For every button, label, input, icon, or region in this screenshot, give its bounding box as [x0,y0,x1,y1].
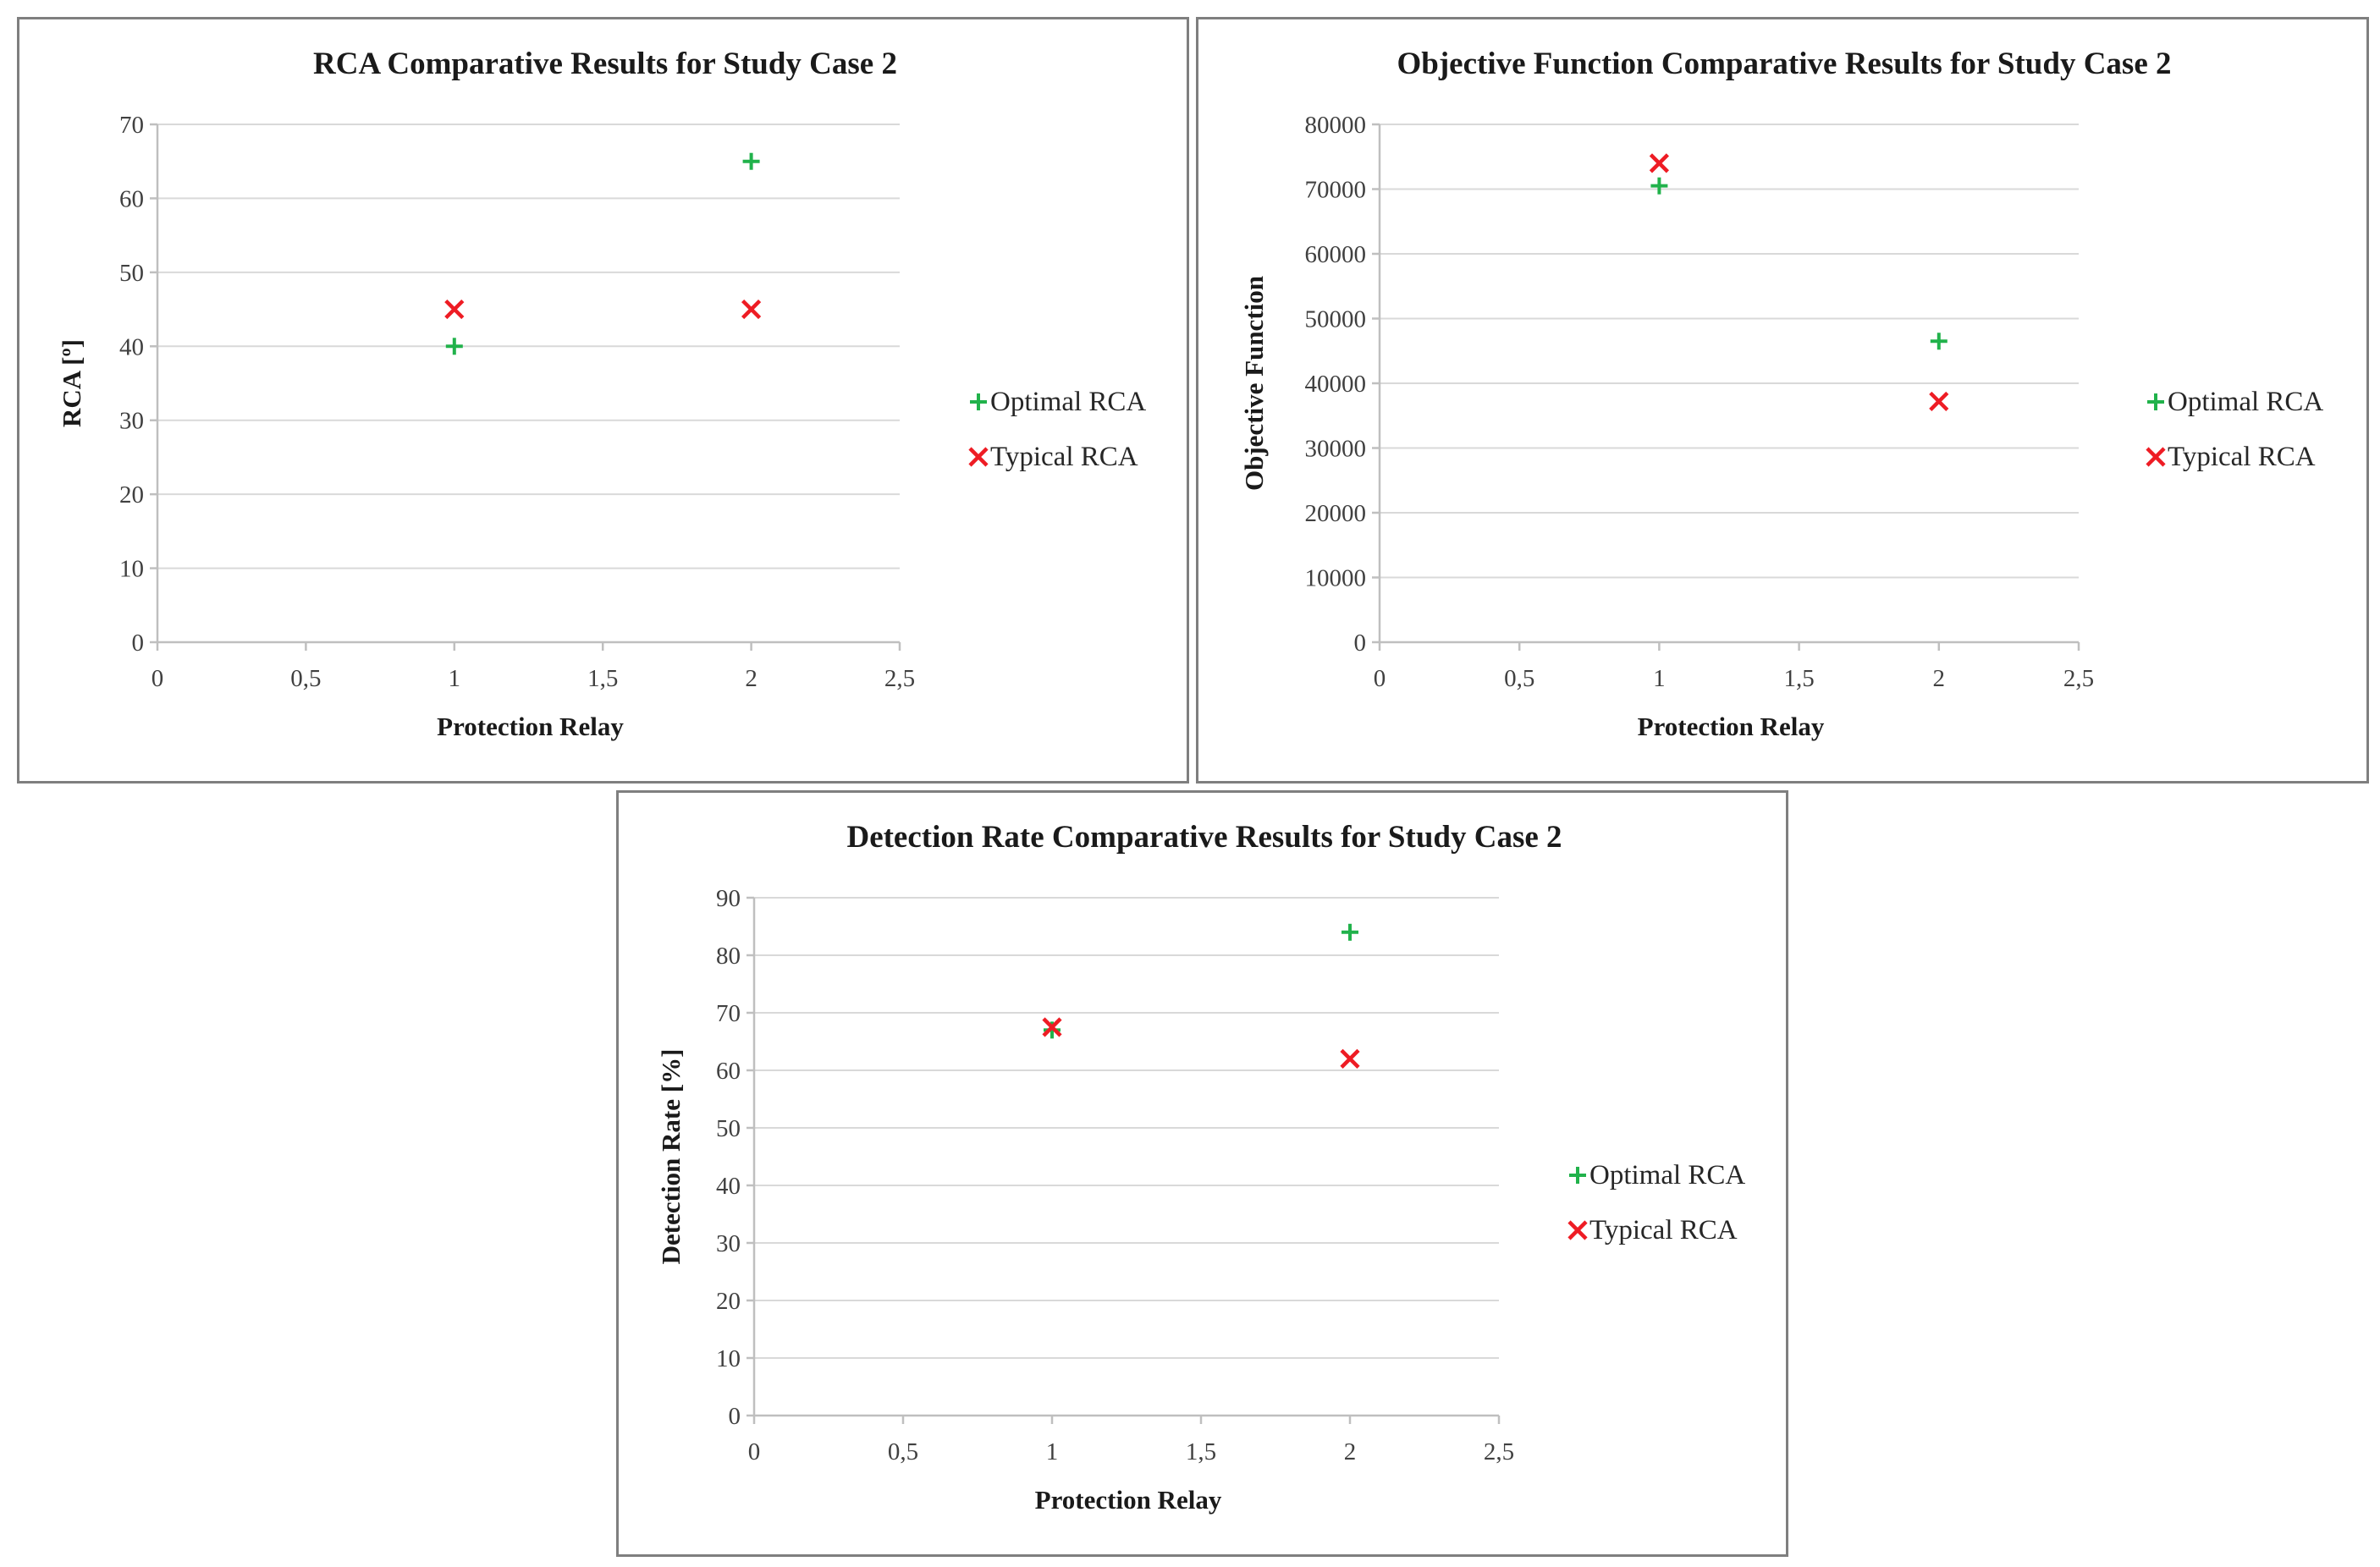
detection-rate-y-axis-title: Detection Rate [%] [656,1049,686,1265]
objective-function-legend-marker-typical [2146,447,2166,467]
rca-y-axis-title: RCA [º] [57,339,86,427]
detection-rate-x-axis-title: Protection Relay [1035,1485,1222,1515]
rca-x-tick-label: 2 [745,665,758,692]
chart-panel-detection-rate: Detection Rate Comparative Results for S… [616,790,1788,1557]
detection-rate-y-tick-label: 70 [716,1000,741,1027]
detection-rate-legend-label-typical: Typical RCA [1589,1215,1738,1245]
objective-function-y-tick-label: 50000 [1305,306,1367,333]
detection-rate-point-typical-2 [1340,1048,1360,1069]
rca-y-tick-label: 30 [119,408,144,435]
detection-rate-x-tick-label: 1 [1046,1438,1059,1465]
objective-function-y-tick-label: 30000 [1305,436,1367,463]
rca-x-tick-label: 1 [449,665,461,692]
rca-point-optimal-1 [445,338,463,355]
objective-function-y-tick-label: 40000 [1305,371,1367,398]
chart-panel-rca: RCA Comparative Results for Study Case 2… [17,17,1189,784]
rca-y-tick-label: 50 [119,260,144,287]
rca-y-tick-label: 10 [119,556,144,583]
rca-y-tick-label: 40 [119,333,144,360]
objective-function-point-optimal-2 [1930,333,1948,350]
objective-function-point-optimal-1 [1650,177,1668,195]
objective-function-legend-label-typical: Typical RCA [2168,442,2316,472]
detection-rate-legend-label-optimal: Optimal RCA [1589,1160,1745,1190]
detection-rate-x-tick-label: 2 [1344,1438,1357,1465]
detection-rate-y-tick-label: 80 [716,943,741,970]
rca-y-tick-label: 0 [132,630,145,657]
rca-x-tick-label: 2,5 [884,665,915,692]
rca-point-typical-1 [444,299,465,320]
objective-function-x-tick-label: 1,5 [1783,665,1814,692]
detection-rate-y-tick-label: 0 [729,1403,741,1430]
objective-function-chart-title: Objective Function Comparative Results f… [1397,47,2171,81]
rca-y-tick-label: 70 [119,112,144,139]
objective-function-x-tick-label: 0 [1374,665,1386,692]
rca-chart-svg: RCA Comparative Results for Study Case 2… [57,47,1146,741]
rca-legend-marker-typical [968,447,989,467]
objective-function-x-tick-label: 1 [1653,665,1666,692]
rca-legend-label-optimal: Optimal RCA [990,387,1146,417]
objective-function-legend-label-optimal: Optimal RCA [2168,387,2323,417]
chart-panel-objective-function: Objective Function Comparative Results f… [1196,17,2369,784]
detection-rate-y-tick-label: 60 [716,1058,741,1085]
rca-x-tick-label: 0,5 [290,665,321,692]
detection-rate-y-tick-label: 90 [716,885,741,912]
objective-function-x-tick-label: 2 [1933,665,1946,692]
detection-rate-x-tick-label: 0 [748,1438,761,1465]
rca-chart-title: RCA Comparative Results for Study Case 2 [313,47,897,81]
objective-function-y-tick-label: 70000 [1305,177,1367,204]
objective-function-x-axis-title: Protection Relay [1638,712,1825,741]
detection-rate-y-tick-label: 30 [716,1230,741,1257]
objective-function-chart-svg: Objective Function Comparative Results f… [1239,47,2323,741]
rca-x-tick-label: 0 [152,665,164,692]
detection-rate-x-tick-label: 1,5 [1186,1438,1216,1465]
detection-rate-chart-svg: Detection Rate Comparative Results for S… [656,820,1745,1515]
detection-rate-legend-marker-optimal [1569,1167,1586,1184]
rca-legend-marker-optimal [970,393,987,410]
detection-rate-x-tick-label: 2,5 [1484,1438,1514,1465]
objective-function-y-tick-label: 60000 [1305,241,1367,268]
rca-x-axis-title: Protection Relay [437,712,624,741]
detection-rate-y-tick-label: 20 [716,1288,741,1315]
objective-function-legend-marker-optimal [2147,393,2164,410]
objective-function-x-tick-label: 2,5 [2063,665,2094,692]
detection-rate-point-optimal-1 [1044,1021,1061,1039]
rca-point-optimal-2 [742,152,760,170]
detection-rate-legend-marker-typical [1567,1220,1588,1240]
rca-point-typical-2 [741,299,762,320]
rca-y-tick-label: 60 [119,185,144,212]
detection-rate-y-tick-label: 50 [716,1115,741,1142]
detection-rate-y-tick-label: 40 [716,1173,741,1200]
detection-rate-point-typical-1 [1042,1017,1062,1037]
objective-function-x-tick-label: 0,5 [1504,665,1534,692]
detection-rate-y-tick-label: 10 [716,1345,741,1372]
rca-x-tick-label: 1,5 [587,665,618,692]
objective-function-y-tick-label: 10000 [1305,565,1367,592]
rca-y-tick-label: 20 [119,481,144,509]
detection-rate-x-tick-label: 0,5 [888,1438,918,1465]
objective-function-y-tick-label: 80000 [1305,112,1367,139]
detection-rate-point-optimal-2 [1342,923,1358,941]
detection-rate-chart-title: Detection Rate Comparative Results for S… [846,820,1562,855]
objective-function-y-tick-label: 20000 [1305,500,1367,527]
objective-function-point-typical-1 [1649,153,1669,173]
objective-function-y-axis-title: Objective Function [1239,276,1269,491]
objective-function-y-tick-label: 0 [1354,630,1367,657]
rca-legend-label-typical: Typical RCA [990,442,1138,472]
objective-function-point-typical-2 [1929,391,1949,412]
